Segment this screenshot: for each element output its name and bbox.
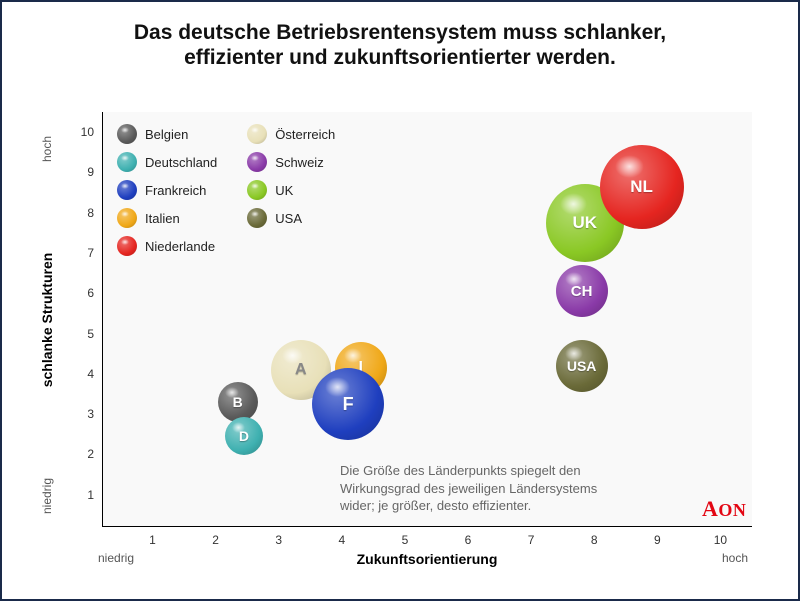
x-tick: 4 [338,533,345,547]
y-tick: 10 [74,125,94,139]
legend-dot-icon [117,208,137,228]
legend-col-1: Belgien Deutschland Frankreich Italien Niede… [117,124,217,256]
legend-item: Österreich [247,124,335,144]
x-tick: 6 [465,533,472,547]
y-tick: 8 [74,206,94,220]
y-tick: 4 [74,367,94,381]
bubble-usa: USA [556,340,608,392]
bubble-b: B [218,382,258,422]
x-low-label: niedrig [98,551,134,565]
logo-char-on: ON [718,500,746,520]
legend-label: Österreich [275,127,335,142]
x-tick: 7 [528,533,535,547]
legend-dot-icon [117,180,137,200]
legend-label: Niederlande [145,239,215,254]
title-line-1: Das deutsche Betriebsrentensystem muss s… [2,20,798,45]
legend-dot-icon [117,124,137,144]
y-tick: 1 [74,488,94,502]
legend-item: Italien [117,208,217,228]
legend-dot-icon [117,152,137,172]
y-tick: 5 [74,327,94,341]
bubble-ch: CH [556,265,608,317]
footnote: Die Größe des Länderpunkts spiegelt den … [340,462,597,515]
y-axis-label: schlanke Strukturen [39,252,55,387]
legend-dot-icon [247,180,267,200]
legend-label: Deutschland [145,155,217,170]
y-low-label: niedrig [40,478,54,514]
x-tick: 2 [212,533,219,547]
chart-title: Das deutsche Betriebsrentensystem muss s… [2,20,798,70]
legend-item: Niederlande [117,236,217,256]
legend-item: Belgien [117,124,217,144]
bubble-f: F [312,368,384,440]
footnote-line-2: Wirkungsgrad des jeweiligen Ländersystem… [340,480,597,498]
legend-item: Frankreich [117,180,217,200]
legend-dot-icon [247,208,267,228]
x-tick: 10 [714,533,727,547]
footnote-line-1: Die Größe des Länderpunkts spiegelt den [340,462,597,480]
x-axis-label: Zukunftsorientierung [357,551,498,567]
y-tick: 3 [74,407,94,421]
legend-dot-icon [247,124,267,144]
legend-item: Schweiz [247,152,335,172]
legend-dot-icon [117,236,137,256]
footnote-line-3: wider; je größer, desto effizienter. [340,497,597,515]
bubble-nl: NL [600,145,684,229]
title-line-2: effizienter und zukunftsorientierter wer… [2,45,798,70]
legend-label: Schweiz [275,155,323,170]
x-tick: 1 [149,533,156,547]
y-tick: 9 [74,165,94,179]
x-tick: 9 [654,533,661,547]
chart-frame: Das deutsche Betriebsrentensystem muss s… [0,0,800,601]
x-tick: 8 [591,533,598,547]
legend-label: UK [275,183,293,198]
x-high-label: hoch [722,551,748,565]
legend-label: Frankreich [145,183,206,198]
legend-label: USA [275,211,302,226]
logo-char-a: A [702,496,718,521]
y-high-label: hoch [40,136,54,162]
legend-item: Deutschland [117,152,217,172]
legend: Belgien Deutschland Frankreich Italien Niede… [117,124,335,256]
bubble-d: D [225,417,263,455]
x-tick: 3 [275,533,282,547]
y-tick: 6 [74,286,94,300]
y-tick: 2 [74,447,94,461]
legend-col-2: Österreich Schweiz UK USA [247,124,335,256]
aon-logo: AON [702,496,746,522]
legend-item: UK [247,180,335,200]
legend-item: USA [247,208,335,228]
legend-label: Italien [145,211,180,226]
legend-dot-icon [247,152,267,172]
x-tick: 5 [402,533,409,547]
legend-label: Belgien [145,127,188,142]
y-tick: 7 [74,246,94,260]
